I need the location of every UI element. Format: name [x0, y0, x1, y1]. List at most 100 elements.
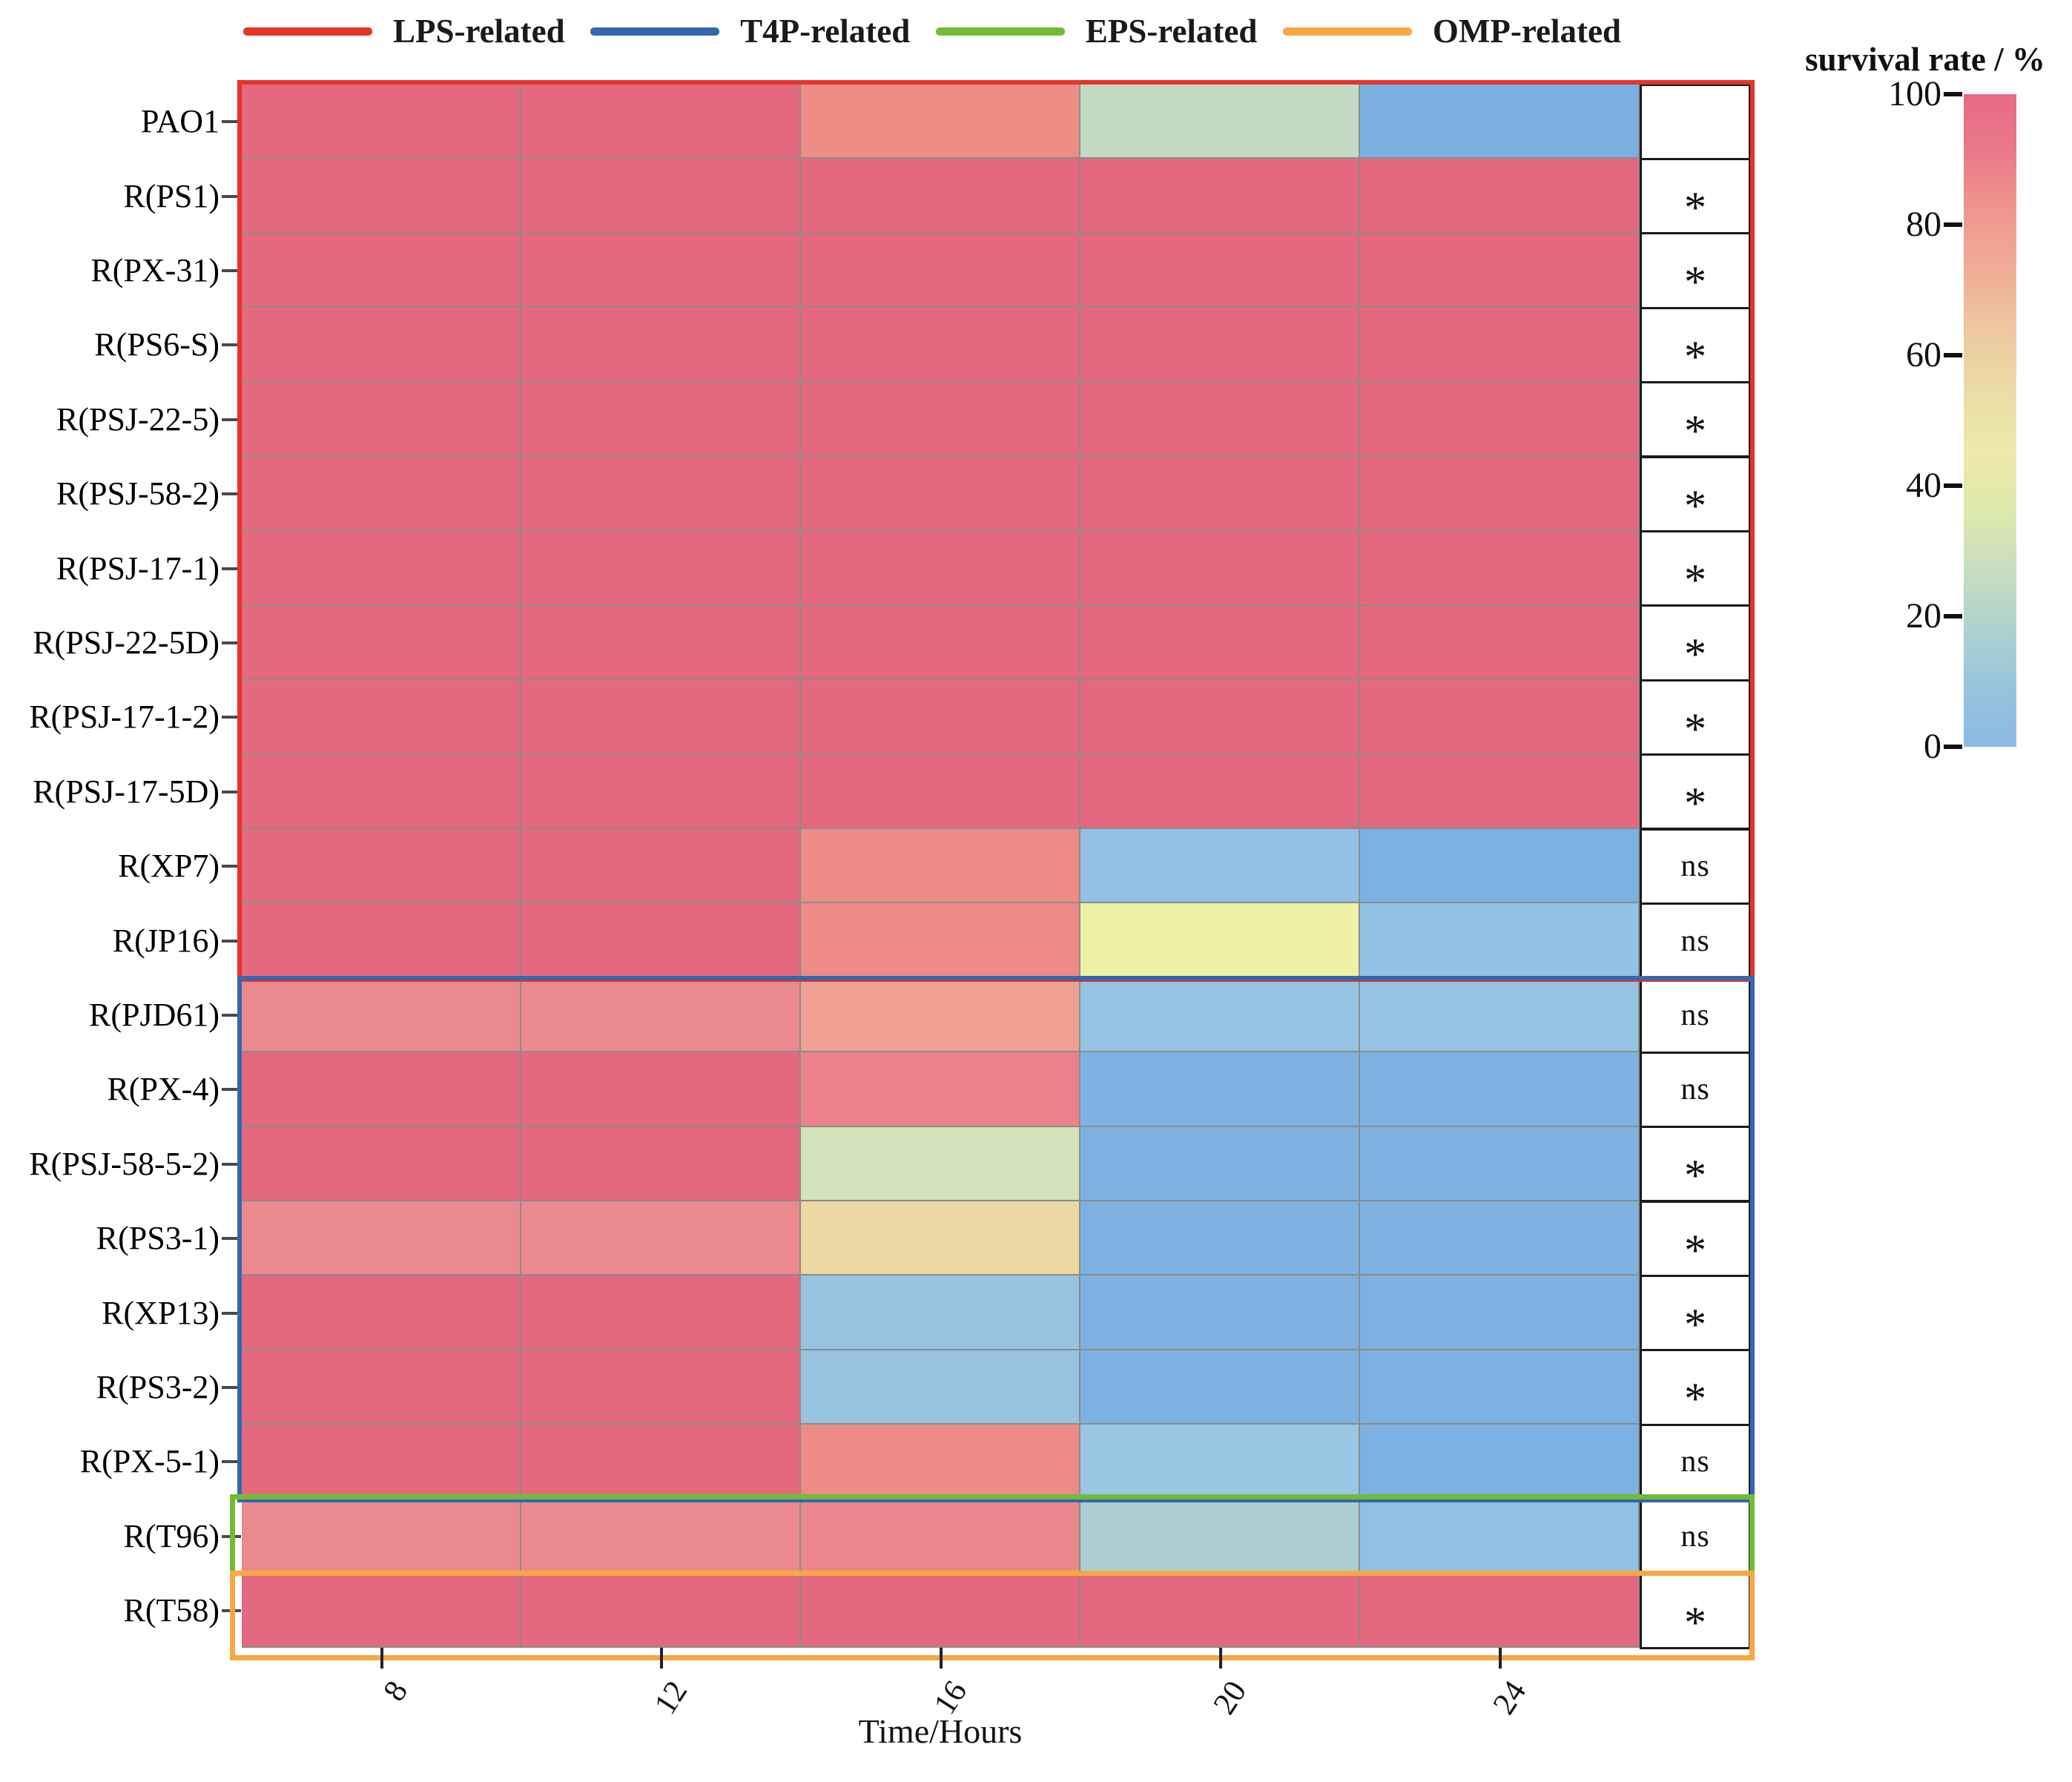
row-label-PAO1: PAO1 [141, 103, 220, 140]
row-label-R(PSJ-58-5-2): R(PSJ-58-5-2) [29, 1145, 220, 1182]
y-tick-mark [222, 1311, 241, 1315]
row-label-R(PSJ-22-5): R(PSJ-22-5) [56, 400, 220, 438]
significance-cell-R(PSJ-17-5D): * [1640, 753, 1751, 831]
cell-R(PS3-2)-12h [521, 1350, 801, 1425]
colorbar-tick-mark [1944, 353, 1962, 357]
cell-R(PSJ-22-5D)-24h [1360, 605, 1640, 681]
legend-item-label: T4P-related [740, 13, 911, 50]
row-label-R(XP7): R(XP7) [118, 848, 220, 885]
y-tick-mark [222, 1088, 241, 1092]
colorbar-title: survival rate / % [1805, 41, 2045, 78]
significance-marker: * [1684, 704, 1706, 753]
cell-R(PX-5-1)-12h [521, 1425, 801, 1499]
cell-R(PX-31)-20h [1080, 233, 1360, 308]
significance-cell-PAO1 [1640, 83, 1751, 160]
significance-marker: * [1684, 1300, 1706, 1350]
y-tick-mark [222, 1460, 241, 1464]
row-label-R(PSJ-22-5D): R(PSJ-22-5D) [33, 624, 220, 661]
cell-R(PSJ-17-5D)-8h [242, 754, 521, 829]
cell-R(PS3-2)-20h [1080, 1350, 1360, 1425]
row-label-R(PS1): R(PS1) [123, 177, 220, 214]
cell-R(PSJ-22-5D)-8h [242, 605, 521, 681]
significance-cell-R(PSJ-22-5): * [1640, 381, 1751, 458]
cell-R(PX-4)-20h [1080, 1052, 1360, 1127]
y-tick-mark [222, 120, 241, 124]
significance-cell-R(PX-31): * [1640, 232, 1751, 309]
colorbar-tick-label: 0 [1924, 727, 1941, 766]
cell-R(PSJ-17-5D)-12h [521, 754, 801, 829]
colorbar-tick-mark [1944, 745, 1962, 749]
significance-marker: * [1684, 1374, 1706, 1424]
cell-R(PSJ-17-1-2)-8h [242, 680, 521, 755]
cell-R(PSJ-22-5D)-12h [521, 605, 801, 681]
significance-cell-R(T96): ns [1640, 1498, 1751, 1575]
y-tick-mark [222, 1014, 241, 1017]
cell-R(PSJ-58-5-2)-16h [801, 1126, 1080, 1201]
cell-R(PX-31)-16h [801, 233, 1080, 308]
cell-R(XP13)-20h [1080, 1276, 1360, 1350]
cell-R(PS1)-12h [521, 159, 801, 234]
cell-R(PSJ-58-2)-20h [1080, 457, 1360, 532]
colorbar-tick-mark [1944, 222, 1962, 227]
significance-cell-R(PSJ-17-1-2): * [1640, 679, 1751, 756]
cell-R(PX-31)-8h [242, 233, 521, 308]
cell-R(XP7)-8h [242, 829, 521, 904]
colorbar-tick-mark [1944, 92, 1962, 96]
cell-R(PSJ-58-5-2)-20h [1080, 1126, 1360, 1201]
significance-cell-R(PSJ-58-5-2): * [1640, 1126, 1751, 1203]
cell-R(PSJ-22-5)-8h [242, 382, 521, 457]
colorbar-tick-mark [1944, 484, 1962, 488]
cell-R(PS3-1)-12h [521, 1201, 801, 1276]
significance-marker: * [1684, 555, 1706, 605]
row-label-R(XP13): R(XP13) [102, 1294, 220, 1331]
x-tick-mark [939, 1648, 943, 1669]
row-label-R(JP16): R(JP16) [112, 922, 220, 959]
y-tick-mark [222, 1162, 241, 1166]
row-label-R(PX-5-1): R(PX-5-1) [79, 1443, 220, 1480]
y-tick-mark [222, 418, 241, 421]
cell-R(JP16)-16h [801, 903, 1080, 978]
cell-R(T58)-8h [242, 1574, 521, 1649]
cell-R(PSJ-17-5D)-20h [1080, 754, 1360, 829]
cell-R(T58)-20h [1080, 1574, 1360, 1649]
significance-cell-R(XP13): * [1640, 1274, 1751, 1352]
cell-R(PS1)-16h [801, 159, 1080, 234]
legend-line-icon [1282, 27, 1412, 36]
cell-R(T96)-24h [1360, 1499, 1640, 1574]
cell-R(PX-4)-12h [521, 1052, 801, 1127]
cell-R(PSJ-17-1-2)-12h [521, 680, 801, 755]
cell-R(PS3-2)-8h [242, 1350, 521, 1425]
legend-item-label: LPS-related [393, 13, 565, 50]
colorbar-tick-label: 60 [1906, 335, 1941, 374]
significance-marker: * [1684, 779, 1706, 828]
cell-R(PSJ-22-5D)-20h [1080, 605, 1360, 681]
cell-R(PX-31)-24h [1360, 233, 1640, 308]
legend-item-omp-related: OMP-related [1282, 12, 1621, 50]
legend-item-label: OMP-related [1432, 13, 1621, 50]
legend-line-icon [935, 27, 1065, 36]
y-tick-mark [222, 790, 241, 793]
significance-cell-R(XP7): ns [1640, 828, 1751, 905]
cell-PAO1-16h [801, 85, 1080, 159]
cell-R(PS3-1)-20h [1080, 1201, 1360, 1276]
legend-line-icon [590, 27, 720, 36]
y-tick-mark [222, 939, 241, 943]
significance-marker: ns [1680, 997, 1710, 1032]
cell-R(PSJ-58-2)-8h [242, 457, 521, 532]
cell-R(PJD61)-12h [521, 977, 801, 1053]
legend-item-eps-related: EPS-related [935, 12, 1257, 50]
significance-cell-R(T58): * [1640, 1572, 1751, 1649]
significance-cell-R(JP16): ns [1640, 902, 1751, 980]
cell-R(PS3-1)-8h [242, 1201, 521, 1276]
row-label-R(PSJ-58-2): R(PSJ-58-2) [56, 475, 220, 512]
colorbar-tick-label: 80 [1906, 205, 1941, 244]
cell-R(PS6-S)-24h [1360, 308, 1640, 383]
cell-R(XP13)-24h [1360, 1276, 1640, 1350]
y-tick-mark [222, 492, 241, 496]
row-label-R(PS6-S): R(PS6-S) [94, 326, 220, 363]
significance-marker: * [1684, 630, 1706, 679]
significance-cell-R(PS1): * [1640, 157, 1751, 235]
cell-PAO1-24h [1360, 85, 1640, 159]
x-tick-mark [1218, 1648, 1222, 1669]
significance-marker: * [1684, 481, 1706, 530]
